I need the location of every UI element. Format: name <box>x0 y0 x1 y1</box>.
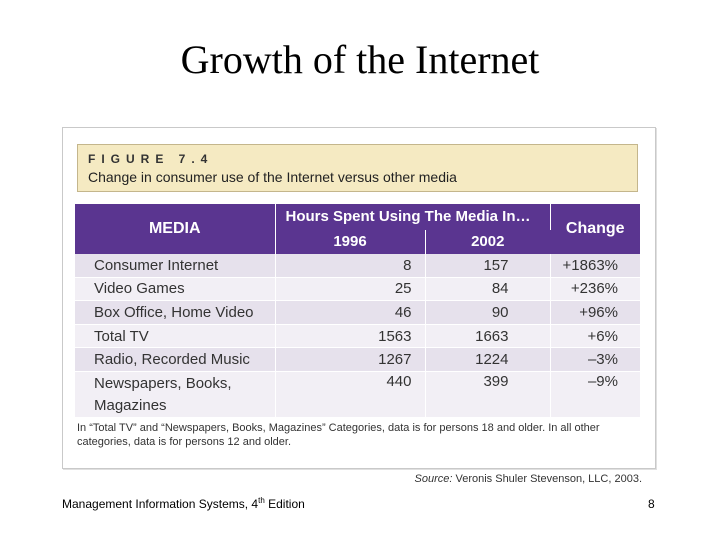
column-header-2002: 2002 <box>425 229 550 254</box>
table-row: Consumer Internet 8 157 +1863% <box>75 254 640 278</box>
cell-change: +6% <box>550 324 640 349</box>
cell-change: +96% <box>550 300 640 325</box>
cell-2002: 1663 <box>425 324 551 349</box>
column-header-media: MEDIA <box>75 204 276 254</box>
cell-media: Consumer Internet <box>75 254 276 278</box>
page-number: 8 <box>648 497 655 511</box>
slide-title: Growth of the Internet <box>180 37 540 82</box>
cell-1996: 1563 <box>275 324 426 349</box>
table-row: Radio, Recorded Music 1267 1224 –3% <box>75 347 640 372</box>
cell-media-line1: Newspapers, Books, <box>94 374 232 392</box>
figure-panel: FIGURE 7.4 Change in consumer use of the… <box>62 127 656 485</box>
cell-2002: 90 <box>425 300 551 325</box>
table-row: Box Office, Home Video 46 90 +96% <box>75 300 640 325</box>
source-label: Source: <box>414 473 453 485</box>
footer-prefix: Management Information Systems, 4 <box>62 497 259 511</box>
cell-1996: 1267 <box>275 347 426 372</box>
cell-media: Video Games <box>75 277 276 302</box>
cell-change: +1863% <box>550 254 640 278</box>
figure-caption-box: FIGURE 7.4 Change in consumer use of the… <box>77 144 638 192</box>
cell-change: –9% <box>550 371 640 418</box>
cell-media: Box Office, Home Video <box>75 300 276 325</box>
cell-change: –3% <box>550 347 640 372</box>
footer-suffix: Edition <box>264 497 305 511</box>
table-row: Total TV 1563 1663 +6% <box>75 324 640 349</box>
cell-media: Radio, Recorded Music <box>75 347 276 372</box>
cell-media-line2: Magazines <box>94 396 167 414</box>
column-header-change: Change <box>550 204 640 254</box>
footer-course-title: Management Information Systems, 4th Edit… <box>62 496 305 511</box>
table-row: Newspapers, Books, Magazines 440 399 –9% <box>75 371 640 418</box>
source-text: Veronis Shuler Stevenson, LLC, 2003. <box>455 473 642 485</box>
cell-2002: 399 <box>425 371 551 418</box>
figure-caption: Change in consumer use of the Internet v… <box>88 169 457 185</box>
column-header-hours: Hours Spent Using The Media In… <box>275 204 551 230</box>
media-table: MEDIA Hours Spent Using The Media In… Ch… <box>75 204 640 418</box>
cell-1996: 440 <box>275 371 426 418</box>
cell-2002: 84 <box>425 277 551 302</box>
cell-1996: 46 <box>275 300 426 325</box>
cell-1996: 25 <box>275 277 426 302</box>
cell-1996: 8 <box>275 254 426 278</box>
table-row: Video Games 25 84 +236% <box>75 277 640 302</box>
cell-media: Total TV <box>75 324 276 349</box>
figure-label: FIGURE 7.4 <box>88 152 214 166</box>
cell-2002: 1224 <box>425 347 551 372</box>
cell-2002: 157 <box>425 254 551 278</box>
figure-note: In “Total TV” and “Newspapers, Books, Ma… <box>77 422 600 448</box>
column-header-1996: 1996 <box>275 229 426 254</box>
media-table-wrapper: MEDIA Hours Spent Using The Media In… Ch… <box>75 204 640 418</box>
figure-source: Source: Veronis Shuler Stevenson, LLC, 2… <box>415 473 643 485</box>
cell-change: +236% <box>550 277 640 302</box>
cell-media: Newspapers, Books, Magazines <box>75 371 276 418</box>
footer-superscript: th <box>258 496 265 505</box>
